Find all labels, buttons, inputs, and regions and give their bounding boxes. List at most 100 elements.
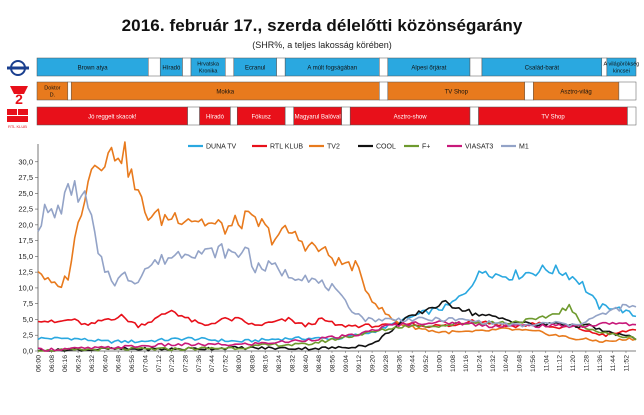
y-tick-label: 20,0	[18, 220, 33, 229]
x-tick-label: 10:48	[517, 355, 524, 372]
program-label: Doktor	[44, 86, 60, 92]
y-tick-label: 25,0	[18, 189, 33, 198]
y-tick-label: 5,0	[23, 315, 33, 324]
chart-title: 2016. február 17., szerda délelőtti közö…	[121, 16, 523, 35]
x-tick-label: 06:40	[102, 355, 109, 372]
y-tick-label: 10,0	[18, 283, 33, 292]
program-label: Híradó	[206, 115, 225, 121]
x-tick-label: 07:36	[196, 355, 203, 372]
program-label: Család-barát	[525, 66, 560, 72]
legend-label: M1	[519, 144, 529, 151]
x-tick-label: 09:04	[343, 355, 350, 372]
x-tick-label: 11:04	[543, 355, 550, 372]
y-tick-label: 12,5	[18, 268, 33, 277]
chart-axes: 0,0 2,5 5,0 7,5 10,0 12,5 15,0 17,5 20,0 22,5 25,0…	[18, 144, 636, 372]
program-block	[606, 57, 637, 77]
program-label: A világörökség	[604, 62, 640, 68]
y-tick-label: 0,0	[23, 347, 33, 356]
program-label: Alpesi őrjárat	[411, 66, 446, 72]
x-tick-label: 08:00	[236, 355, 243, 372]
x-tick-label: 07:04	[142, 355, 149, 372]
program-label: TV Shop	[541, 115, 565, 121]
program-label: Ecranul	[245, 66, 265, 72]
program-label: Fókusz	[252, 115, 271, 121]
tv2-logo-icon: 2	[10, 86, 28, 107]
program-label: A múlt fogságában	[307, 66, 357, 72]
program-label: Hrvatska	[197, 62, 220, 68]
legend-label: TV2	[327, 144, 340, 151]
series-line-m1	[37, 180, 637, 328]
chart-series	[37, 141, 637, 352]
y-tick-label: 15,0	[18, 252, 33, 261]
y-tick-label: 17,5	[18, 236, 33, 245]
x-tick-label: 07:44	[209, 355, 216, 372]
program-label: D.	[50, 93, 56, 99]
x-tick-label: 10:16	[463, 355, 470, 372]
legend-label: VIASAT3	[465, 144, 493, 151]
x-tick-label: 07:20	[169, 355, 176, 372]
program-label: kincsei	[613, 69, 630, 75]
program-label: Jó reggelt skacok!	[88, 115, 137, 121]
rtl-klub-logo-icon: RTL KLUB	[7, 109, 28, 129]
program-label: Híradó	[162, 66, 181, 72]
legend-label: RTL KLUB	[270, 144, 303, 151]
y-tick-label: 2,5	[23, 331, 33, 340]
program-label: Magyarul Balóval	[295, 115, 341, 121]
x-tick-label: 10:08	[450, 355, 457, 372]
m1-logo-icon	[7, 60, 29, 76]
y-tick-label: 30,0	[18, 157, 33, 166]
schedule-gap	[627, 106, 637, 126]
x-tick-label: 08:40	[303, 355, 310, 372]
y-tick-label: 27,5	[18, 173, 33, 182]
x-tick-label: 08:56	[329, 355, 336, 372]
x-tick-label: 08:08	[249, 355, 256, 372]
program-label: Brown atya	[78, 66, 109, 72]
x-tick-label: 09:44	[410, 355, 417, 372]
x-tick-label: 08:16	[263, 355, 270, 372]
legend-label: F+	[422, 144, 430, 151]
program-label: TV Shop	[445, 90, 469, 96]
x-tick-label: 07:12	[156, 355, 163, 372]
svg-text:RTL KLUB: RTL KLUB	[8, 124, 27, 129]
series-line-cool	[37, 299, 637, 352]
x-tick-label: 10:56	[530, 355, 537, 372]
series-line-f-	[38, 303, 637, 352]
legend-label: COOL	[376, 144, 396, 151]
schedule-row-rtl-klub: Jó reggelt skacok! Híradó Fókusz Magyarul B…	[36, 106, 637, 126]
y-tick-label: 7,5	[23, 299, 33, 308]
y-tick-label: 22,5	[18, 205, 33, 214]
x-tick-label: 06:48	[116, 355, 123, 372]
series-line-viasat3	[37, 320, 637, 352]
program-label: Asztro-show	[394, 115, 428, 121]
x-tick-label: 06:32	[89, 355, 96, 372]
x-tick-label: 11:36	[597, 355, 604, 372]
x-tick-label: 09:36	[396, 355, 403, 372]
x-tick-label: 10:24	[476, 355, 483, 372]
x-tick-label: 07:28	[182, 355, 189, 372]
program-label: Asztro-világ	[560, 90, 591, 96]
series-line-tv2	[37, 141, 637, 343]
x-tick-label: 09:52	[423, 355, 430, 372]
svg-text:2: 2	[15, 91, 23, 107]
chart-legend: DUNA TV RTL KLUB TV2 COOL F+ VIASAT3 M1	[188, 144, 529, 151]
x-tick-label: 10:40	[503, 355, 510, 372]
x-tick-label: 06:16	[62, 355, 69, 372]
series-line-duna-tv	[37, 264, 637, 344]
x-tick-label: 10:32	[490, 355, 497, 372]
program-schedule: 2 RTL KLUB Brown atya Híradó HrvatskaKroni…	[7, 57, 640, 129]
x-tick-label: 08:32	[289, 355, 296, 372]
x-tick-label: 07:52	[223, 355, 230, 372]
x-tick-label: 09:12	[356, 355, 363, 372]
x-tick-label: 11:12	[557, 355, 564, 372]
x-tick-label: 06:24	[76, 355, 83, 372]
x-tick-label: 06:00	[36, 355, 43, 372]
x-tick-label: 10:00	[436, 355, 443, 372]
chart-subtitle: (SHR%, a teljes lakosság körében)	[252, 40, 392, 50]
x-tick-label: 09:20	[370, 355, 377, 372]
x-tick-label: 08:24	[276, 355, 283, 372]
legend-label: DUNA TV	[206, 144, 237, 151]
x-tick-label: 11:20	[570, 355, 577, 372]
